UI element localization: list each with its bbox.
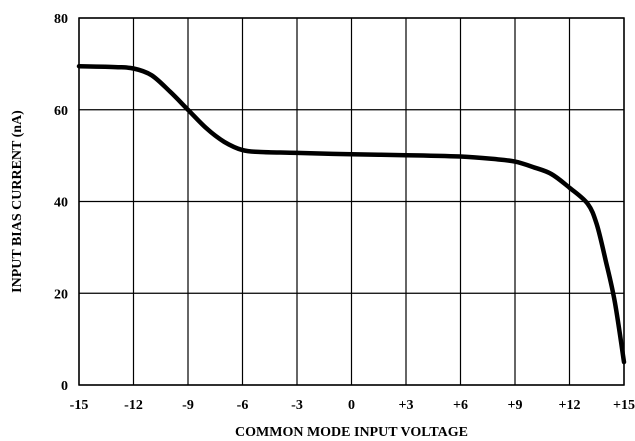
x-tick-labels: -15 -12 -9 -6 -3 0 +3 +6 +9 +12 +15	[70, 398, 635, 413]
series-line	[76, 63, 627, 365]
x-tick-label: -15	[70, 398, 89, 413]
y-axis-label: INPUT BIAS CURRENT (nA)	[10, 110, 25, 293]
y-tick-label: 40	[54, 196, 68, 211]
y-tick-label: 80	[54, 12, 68, 27]
x-tick-label: -9	[182, 398, 194, 413]
y-tick-label: 60	[54, 104, 68, 119]
y-tick-label: 0	[61, 379, 68, 394]
x-tick-label: +3	[399, 398, 414, 413]
x-axis-label: COMMON MODE INPUT VOLTAGE	[235, 425, 468, 440]
plot-frame	[78, 17, 625, 386]
x-tick-label: +15	[613, 398, 635, 413]
y-tick-label: 20	[54, 287, 68, 302]
series-layer	[76, 63, 627, 365]
y-tick-labels: 0 20 40 60 80	[54, 12, 68, 394]
x-tick-label: -3	[291, 398, 303, 413]
grid-lines	[78, 17, 625, 386]
x-tick-label: -12	[124, 398, 143, 413]
x-tick-label: -6	[237, 398, 249, 413]
x-tick-label: +9	[508, 398, 523, 413]
x-tick-label: +6	[453, 398, 468, 413]
x-tick-label: +12	[559, 398, 581, 413]
x-tick-label: 0	[348, 398, 355, 413]
